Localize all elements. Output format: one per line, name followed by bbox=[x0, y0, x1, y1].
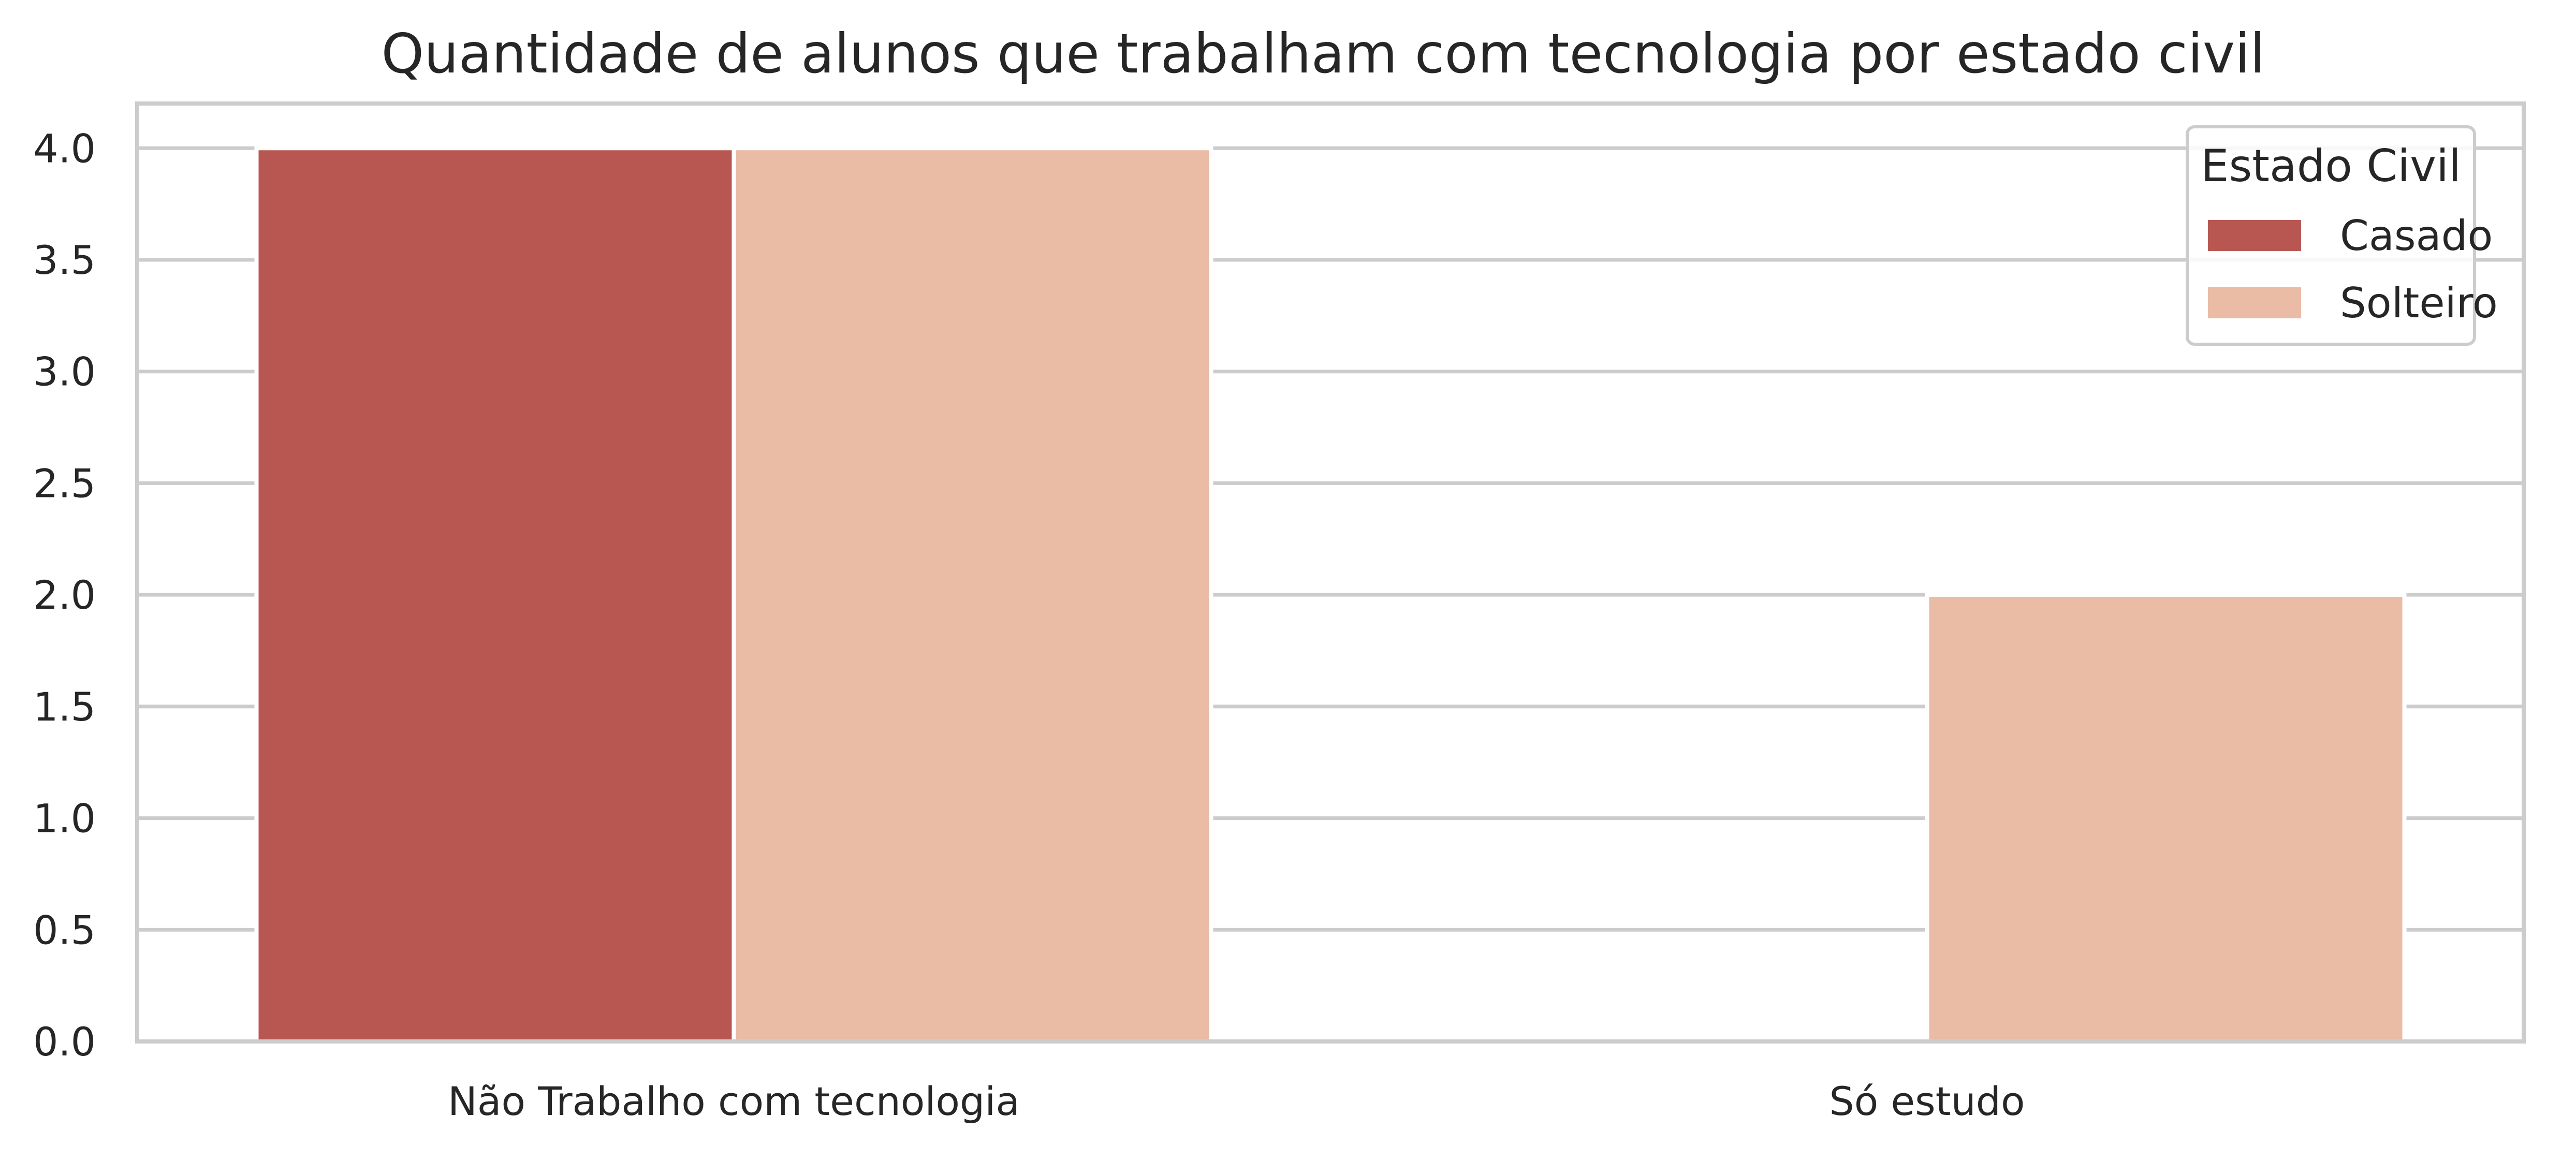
x-tick-label: Não Trabalho com tecnologia bbox=[448, 1078, 1020, 1124]
y-tick-label: 1.5 bbox=[33, 684, 96, 730]
legend-swatch-solteiro bbox=[2208, 287, 2301, 318]
legend-title: Estado Civil bbox=[2201, 140, 2461, 192]
y-tick-label: 3.0 bbox=[33, 349, 96, 395]
y-axis-ticks: 0.0 0.5 1.0 1.5 2.0 2.5 3.0 3.5 4.0 bbox=[33, 125, 96, 1065]
x-axis-ticks: Não Trabalho com tecnologia Só estudo bbox=[448, 1078, 2025, 1124]
y-tick-label: 2.0 bbox=[33, 572, 96, 618]
plot-frame bbox=[135, 101, 2526, 1044]
x-tick-label: Só estudo bbox=[1829, 1078, 2025, 1124]
bar-casado bbox=[254, 146, 736, 1044]
y-tick-label: 0.5 bbox=[33, 907, 96, 953]
y-tick-label: 1.0 bbox=[33, 796, 96, 842]
legend-swatch-casado bbox=[2208, 220, 2301, 251]
legend-label-solteiro: Solteiro bbox=[2340, 279, 2498, 327]
bars bbox=[254, 146, 2407, 1044]
bar-solteiro bbox=[731, 146, 1213, 1044]
y-tick-label: 3.5 bbox=[33, 237, 96, 283]
chart-title: Quantidade de alunos que trabalham com t… bbox=[382, 22, 2265, 85]
y-tick-label: 2.5 bbox=[33, 460, 96, 506]
legend: Estado Civil Casado Solteiro bbox=[2186, 125, 2498, 346]
bar-solteiro bbox=[1925, 593, 2407, 1044]
legend-label-casado: Casado bbox=[2340, 212, 2493, 260]
y-tick-label: 4.0 bbox=[33, 125, 96, 171]
legend-items: Casado Solteiro bbox=[2208, 212, 2498, 327]
y-tick-label: 0.0 bbox=[33, 1019, 96, 1065]
